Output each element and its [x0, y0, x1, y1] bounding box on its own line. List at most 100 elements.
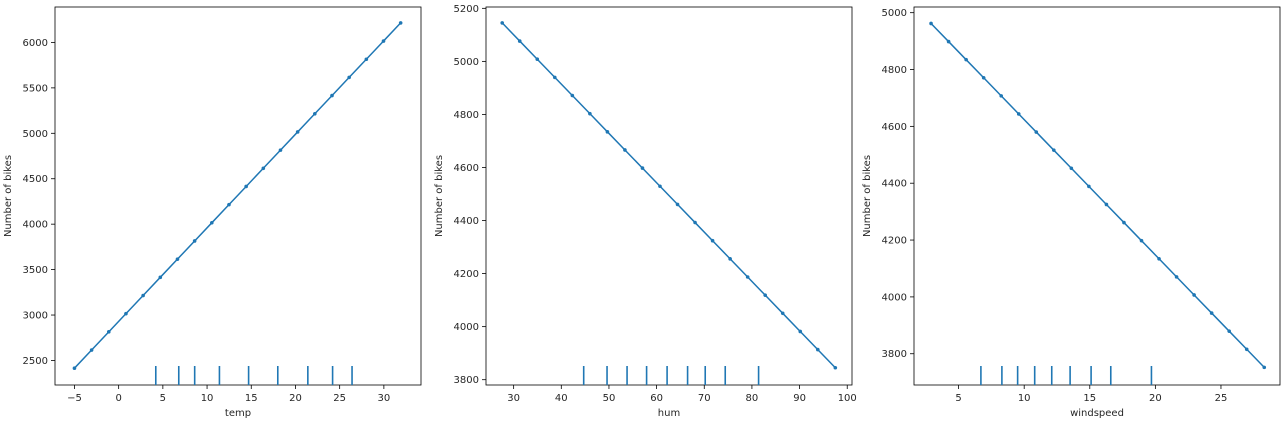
y-tick-label: 3500 — [23, 265, 48, 276]
x-tick-label: 20 — [1149, 393, 1162, 404]
data-point — [158, 275, 163, 280]
subplot-1: −5 0 5 10 15 20 25 30 2500 3000 3500 4000 4500 5000 55… — [3, 6, 422, 419]
y-tick-label: 4000 — [454, 322, 479, 333]
data-point — [535, 57, 540, 62]
data-point — [815, 347, 820, 352]
x-tick-label: 10 — [201, 393, 214, 404]
x-tick-label: −5 — [67, 393, 82, 404]
data-point — [227, 202, 231, 207]
data-point — [106, 330, 111, 334]
x-tick-label: 100 — [838, 393, 857, 404]
data-point — [640, 166, 645, 170]
data-point — [278, 148, 283, 152]
data-point — [244, 184, 248, 189]
data-point — [981, 75, 986, 80]
y-axis-label: Number of bikes — [3, 155, 14, 237]
x-tick-label: 60 — [650, 393, 663, 404]
data-point — [192, 239, 197, 243]
x-tick-label: 70 — [698, 393, 711, 404]
x-tick-label: 30 — [507, 393, 520, 404]
x-tick-label: 15 — [1083, 393, 1096, 404]
y-tick-label: 5200 — [454, 4, 479, 15]
data-point — [946, 39, 951, 44]
series-line — [930, 22, 1265, 368]
x-axis-label: temp — [225, 408, 251, 419]
data-point — [605, 130, 610, 134]
data-point — [89, 348, 94, 352]
subplot-3: 5 10 15 20 25 3800 4000 4200 4400 4600 4800 5000 win… — [862, 6, 1281, 419]
data-point — [398, 21, 403, 25]
data-point — [364, 57, 369, 62]
y-tick-label: 4200 — [882, 236, 907, 247]
data-point — [1104, 202, 1109, 207]
data-point — [1087, 184, 1091, 189]
series-line — [501, 22, 836, 369]
y-tick-label: 5500 — [23, 83, 48, 94]
data-point — [1227, 329, 1231, 333]
y-tick-label: 6000 — [23, 38, 48, 49]
y-tick-label: 4000 — [882, 292, 907, 303]
data-point — [833, 365, 838, 370]
y-tick-label: 4800 — [882, 65, 907, 76]
data-point — [500, 21, 505, 25]
data-point — [313, 111, 317, 116]
data-point — [693, 220, 697, 225]
y-axis-label: Number of bikes — [434, 155, 445, 237]
data-point — [141, 293, 145, 298]
y-axis-label: Number of bikes — [862, 155, 873, 237]
x-tick-label: 25 — [333, 393, 346, 404]
x-tick-label: 15 — [245, 393, 258, 404]
y-tick-label: 5000 — [882, 8, 907, 19]
axes-frame — [913, 6, 1281, 386]
series-line — [73, 22, 402, 369]
x-tick-label: 50 — [603, 393, 616, 404]
y-tick-label: 3800 — [454, 375, 479, 386]
data-point — [964, 57, 968, 62]
data-point — [381, 39, 386, 43]
y-tick-label: 4600 — [882, 122, 907, 133]
x-axis-label: hum — [658, 408, 680, 419]
y-tick-label: 4800 — [454, 110, 479, 121]
data-point — [1052, 148, 1056, 152]
x-tick-label: 40 — [555, 393, 568, 404]
data-point — [330, 93, 334, 98]
data-point — [1209, 311, 1214, 315]
data-point — [1192, 293, 1196, 297]
axes-frame — [54, 6, 422, 386]
data-point — [1034, 130, 1039, 134]
data-point — [929, 21, 933, 26]
data-point — [553, 75, 557, 80]
x-tick-label: 80 — [746, 393, 759, 404]
data-point — [1016, 112, 1021, 116]
data-point — [517, 39, 522, 43]
data-point — [72, 366, 77, 370]
y-tick-label: 5000 — [23, 129, 48, 140]
y-tick-label: 4200 — [454, 269, 479, 280]
y-tick-label: 4400 — [454, 216, 479, 227]
data-point — [1122, 220, 1126, 225]
x-tick-label: 20 — [289, 393, 302, 404]
x-tick-label: 0 — [115, 393, 121, 404]
x-tick-label: 25 — [1215, 393, 1228, 404]
axes-frame — [485, 6, 853, 386]
data-point — [745, 275, 750, 279]
data-point — [763, 293, 767, 297]
x-tick-label: 5 — [160, 393, 166, 404]
data-point — [347, 75, 351, 80]
y-tick-label: 2500 — [23, 356, 48, 367]
data-point — [1244, 347, 1249, 352]
x-tick-label: 10 — [1018, 393, 1031, 404]
data-point — [175, 257, 180, 261]
subplot-2: 30 40 50 60 70 80 90 100 3800 4000 4200 4400 4600 480… — [434, 4, 857, 419]
x-tick-label: 30 — [378, 393, 391, 404]
data-point — [798, 329, 803, 334]
y-tick-label: 3800 — [882, 349, 907, 360]
data-point — [780, 311, 785, 316]
x-axis-label: windspeed — [1070, 408, 1124, 419]
data-point — [570, 93, 575, 98]
data-point — [710, 238, 715, 243]
data-point — [295, 130, 300, 134]
data-point — [623, 148, 627, 152]
